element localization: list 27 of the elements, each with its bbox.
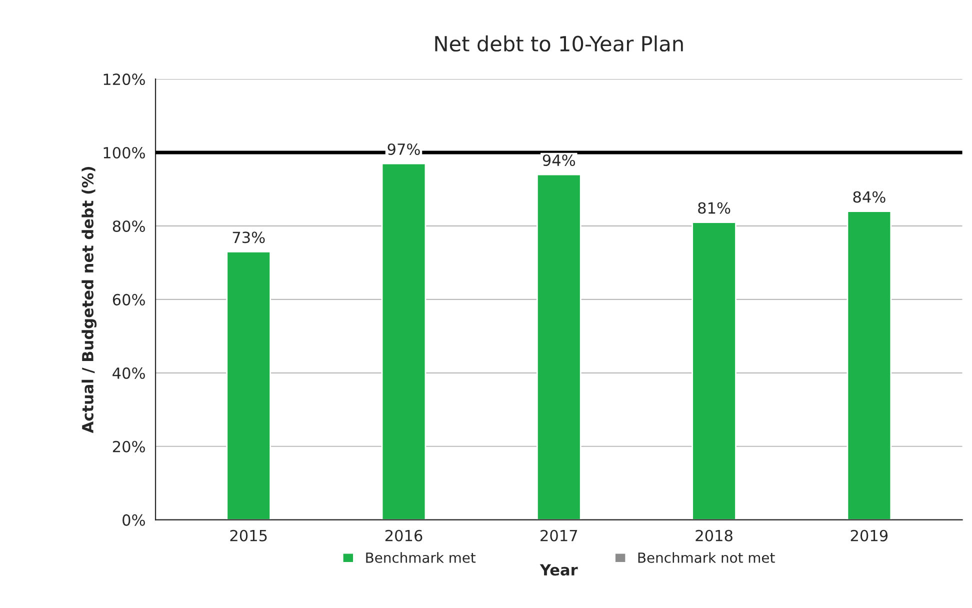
y-tick-label: 0%: [122, 514, 145, 526]
y-tick-label: 100%: [104, 146, 145, 159]
data-label: 84%: [853, 191, 886, 203]
x-tick-label: 2017: [540, 530, 578, 542]
bar: [381, 162, 426, 520]
x-tick-label: 2019: [850, 530, 888, 542]
bar: [846, 210, 892, 520]
bar: [692, 222, 736, 520]
x-tick-label: 2018: [696, 530, 732, 542]
bar: [226, 250, 272, 520]
y-tick-label: 40%: [112, 367, 145, 379]
chart-title: Net debt to 10-Year Plan: [435, 35, 683, 52]
y-tick-label: 60%: [112, 294, 145, 306]
data-label: 81%: [698, 202, 730, 214]
y-axis-title: Actual / Budgeted net debt (%): [82, 167, 97, 434]
x-tick-label: 2016: [385, 530, 422, 542]
data-label: 97%: [388, 143, 420, 156]
legend-label: Benchmark not met: [638, 552, 775, 563]
data-label: 94%: [542, 154, 576, 166]
data-label: 73%: [232, 232, 265, 244]
x-tick-label: 2015: [230, 530, 267, 542]
y-tick-label: 80%: [112, 220, 145, 232]
y-tick-label: 20%: [112, 440, 145, 452]
bar: [536, 174, 582, 520]
legend-label: Benchmark met: [366, 552, 476, 563]
y-tick-label: 120%: [104, 74, 145, 86]
x-axis-title: Year: [540, 564, 578, 576]
